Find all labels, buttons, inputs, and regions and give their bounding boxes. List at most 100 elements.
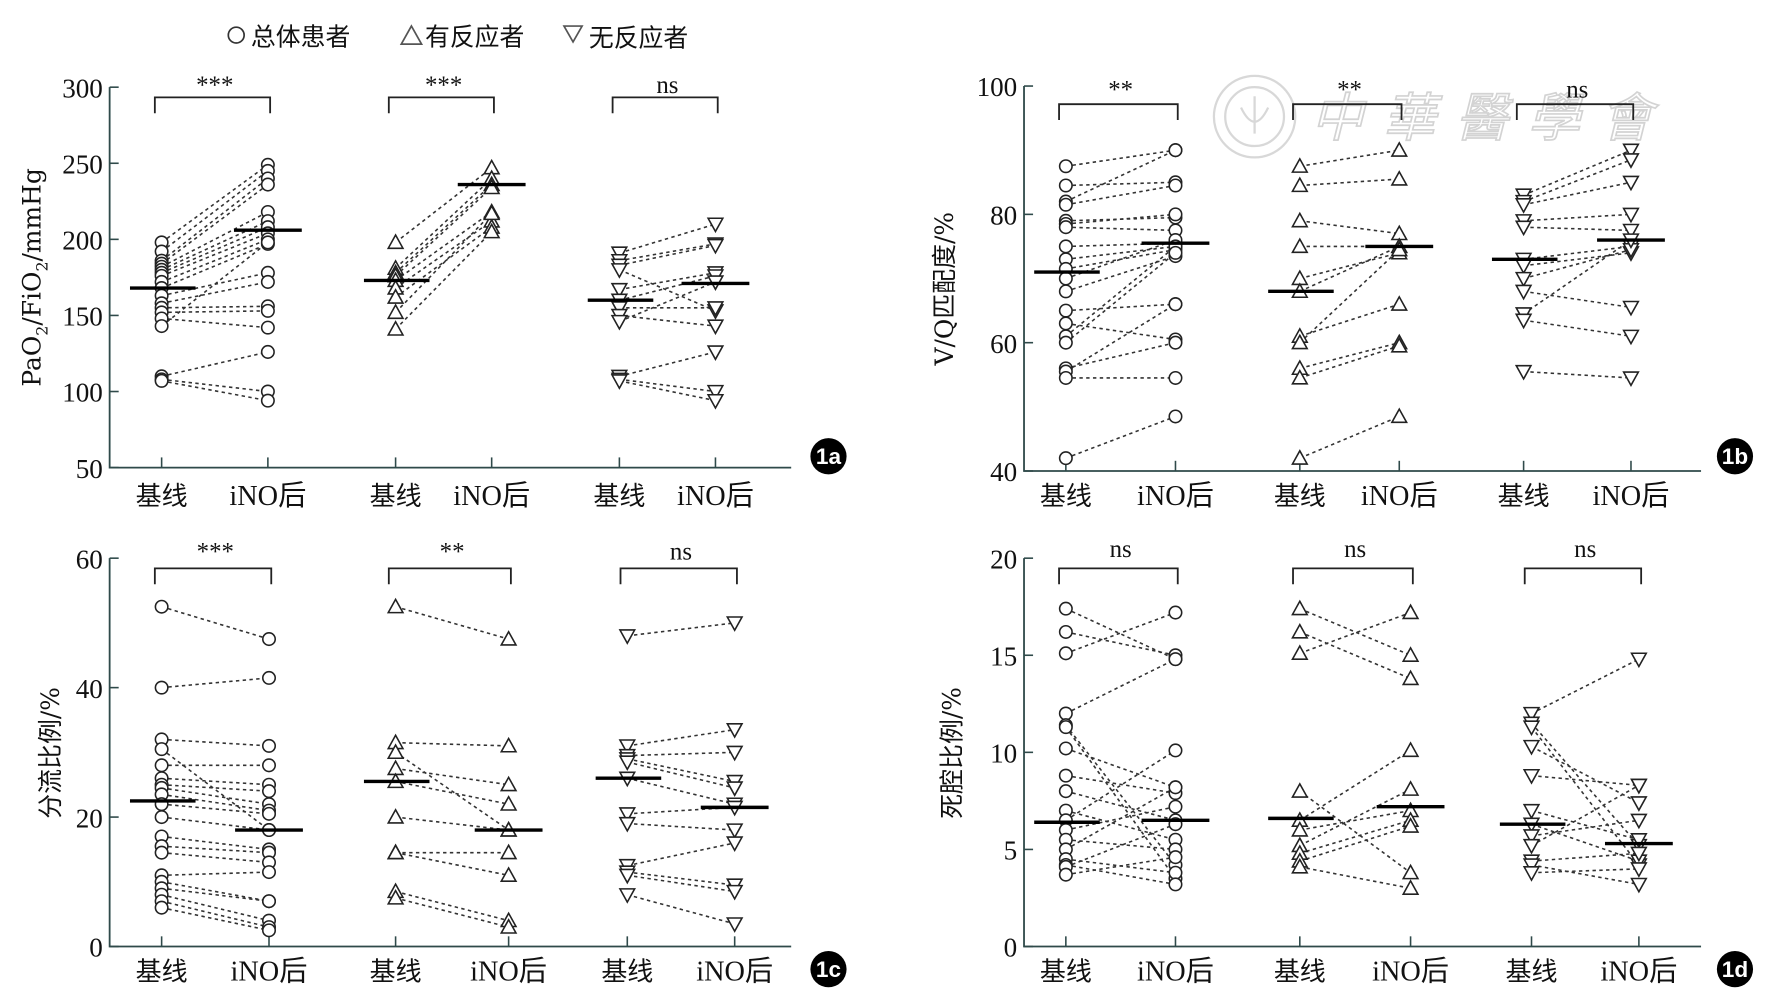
pair-line bbox=[1299, 178, 1400, 187]
seal-logo-icon bbox=[1212, 74, 1297, 159]
baseline-point bbox=[1058, 768, 1073, 783]
baseline-point bbox=[618, 816, 636, 833]
pair-line bbox=[1299, 415, 1400, 459]
post-ino-point bbox=[261, 865, 277, 880]
post-ino-point bbox=[261, 894, 277, 909]
pair-line bbox=[161, 900, 270, 928]
x-tick-label: iNO后 bbox=[229, 480, 306, 512]
baseline-point bbox=[386, 759, 405, 776]
y-tick-label: 150 bbox=[62, 302, 103, 332]
pair-line bbox=[1065, 415, 1176, 459]
pair-line bbox=[395, 816, 509, 831]
y-tick-label: 15 bbox=[990, 641, 1017, 671]
pair-line bbox=[161, 170, 269, 253]
pair-line bbox=[395, 177, 493, 269]
legend-label: 无反应者 bbox=[589, 23, 688, 52]
post-ino-point bbox=[1168, 780, 1183, 795]
x-tick-label: 基线 bbox=[370, 957, 422, 987]
significance-label: ** bbox=[1108, 76, 1133, 103]
pair-line bbox=[161, 317, 268, 329]
pair-line bbox=[1065, 611, 1176, 655]
post-ino-point bbox=[706, 301, 725, 317]
pair-line bbox=[161, 281, 269, 305]
pair-line bbox=[1065, 724, 1177, 866]
post-ino-point bbox=[261, 738, 277, 753]
pair-line bbox=[161, 887, 270, 903]
post-ino-point bbox=[1168, 143, 1183, 158]
baseline-point bbox=[154, 319, 169, 334]
x-tick-label: 基线 bbox=[601, 957, 653, 987]
pair-line bbox=[619, 243, 716, 262]
baseline-point bbox=[1058, 720, 1073, 735]
post-ino-point bbox=[1630, 796, 1648, 812]
baseline-point bbox=[386, 843, 405, 860]
y-tick-label: 20 bbox=[76, 803, 103, 833]
pair-line bbox=[619, 380, 716, 402]
pair-line bbox=[161, 871, 270, 877]
pair-line bbox=[395, 187, 493, 277]
post-ino-point bbox=[1401, 741, 1420, 758]
pair-line bbox=[1299, 219, 1400, 235]
pair-line bbox=[1299, 149, 1400, 168]
baseline-point bbox=[1291, 449, 1309, 465]
pair-line bbox=[395, 780, 509, 805]
pair-line bbox=[1531, 809, 1640, 841]
x-tick-label: 基线 bbox=[136, 482, 188, 512]
baseline-point bbox=[386, 808, 405, 824]
pair-line bbox=[627, 761, 735, 789]
badge-circle-icon bbox=[1716, 951, 1754, 988]
y-tick-label: 100 bbox=[62, 378, 103, 408]
post-ino-point bbox=[260, 274, 275, 289]
post-ino-point bbox=[1630, 813, 1648, 830]
group-2: ** bbox=[363, 538, 543, 934]
pair-line bbox=[1299, 749, 1411, 821]
baseline-point bbox=[1058, 178, 1073, 193]
post-ino-point bbox=[260, 235, 275, 250]
post-ino-point bbox=[261, 923, 277, 938]
post-ino-point bbox=[1630, 833, 1648, 849]
post-ino-point bbox=[1622, 207, 1640, 224]
y-axis-label: 分流比例/% bbox=[36, 687, 65, 819]
pair-line bbox=[1299, 809, 1411, 831]
baseline-point bbox=[618, 755, 636, 772]
pair-line bbox=[1065, 341, 1176, 370]
baseline-point bbox=[618, 888, 636, 904]
pair-line bbox=[1065, 786, 1176, 851]
pair-line bbox=[619, 223, 716, 254]
post-ino-point bbox=[1168, 335, 1183, 350]
x-tick-label: iNO后 bbox=[1372, 955, 1449, 987]
baseline-point bbox=[1522, 858, 1541, 874]
post-ino-point bbox=[1622, 371, 1640, 387]
axes bbox=[1023, 558, 1702, 948]
pair-line bbox=[1530, 722, 1640, 847]
post-ino-point bbox=[499, 775, 518, 792]
post-ino-point bbox=[725, 836, 744, 852]
pair-line bbox=[395, 183, 493, 274]
pair-line bbox=[1065, 303, 1176, 312]
post-ino-point bbox=[1630, 846, 1648, 863]
post-ino-point bbox=[499, 866, 518, 883]
baseline-point bbox=[1058, 601, 1073, 616]
pair-line bbox=[1531, 823, 1640, 862]
pair-line bbox=[1065, 248, 1176, 270]
baseline-point bbox=[386, 233, 405, 250]
legend-item-responders: 有反应者 bbox=[399, 22, 524, 51]
y-tick-label: 60 bbox=[76, 544, 103, 574]
post-ino-point bbox=[1390, 170, 1408, 186]
post-ino-point bbox=[482, 204, 501, 221]
legend-item-all-patients: 总体患者 bbox=[227, 22, 350, 51]
baseline-point bbox=[1514, 259, 1533, 275]
post-ino-point bbox=[706, 384, 725, 401]
x-tick-label: 基线 bbox=[1274, 482, 1326, 512]
badge-label: 1d bbox=[1722, 957, 1748, 982]
post-ino-point bbox=[706, 319, 725, 336]
pair-line bbox=[1299, 245, 1400, 293]
post-ino-point bbox=[1390, 336, 1408, 353]
baseline-point bbox=[154, 810, 169, 825]
post-ino-point bbox=[1168, 207, 1183, 222]
pair-line bbox=[1299, 607, 1411, 656]
pair-line bbox=[161, 272, 269, 297]
panel-badge: 1b bbox=[1716, 438, 1754, 475]
pair-line bbox=[1065, 856, 1176, 876]
y-tick-label: 200 bbox=[62, 226, 103, 256]
